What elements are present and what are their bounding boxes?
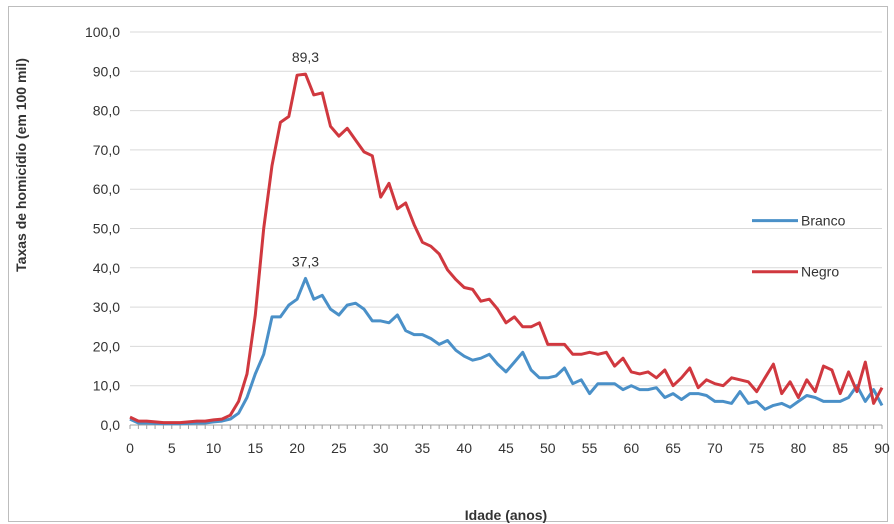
series-line-negro <box>129 72 884 425</box>
data-label: 37,3 <box>292 253 319 269</box>
y-tick-label: 0,0 <box>101 417 121 433</box>
x-tick-label: 45 <box>498 440 514 456</box>
y-tick-label: 40,0 <box>93 260 120 276</box>
x-tick-label: 70 <box>707 440 723 456</box>
y-tick-label: 100,0 <box>85 24 120 40</box>
x-tick-label: 55 <box>582 440 598 456</box>
y-axis-ticks: 0,0 10,0 20,0 30,0 40,0 50,0 60,0 70,0 80,0 90,0 1… <box>85 24 120 433</box>
x-tick-label: 15 <box>248 440 264 456</box>
data-label: 89,3 <box>292 49 319 65</box>
series-line-branco <box>129 276 884 426</box>
x-tick-label: 85 <box>832 440 848 456</box>
x-axis-title: Idade (anos) <box>465 507 547 523</box>
x-tick-label: 0 <box>126 440 134 456</box>
y-tick-label: 30,0 <box>93 299 120 315</box>
x-tick-label: 60 <box>624 440 640 456</box>
x-axis-ticks: 0 5 10 15 20 25 30 35 40 45 50 55 60 65 70 75 80 85 90 <box>126 440 890 456</box>
x-tick-label: 40 <box>456 440 472 456</box>
annotations: 89,3 37,3 <box>292 49 319 269</box>
x-tick-label: 10 <box>206 440 222 456</box>
x-tick-label: 65 <box>665 440 681 456</box>
x-tick-label: 20 <box>289 440 305 456</box>
x-tick-label: 25 <box>331 440 347 456</box>
legend-label: Branco <box>801 213 846 229</box>
chart-frame <box>8 6 888 522</box>
y-tick-label: 10,0 <box>93 378 120 394</box>
y-tick-label: 50,0 <box>93 221 120 237</box>
y-tick-label: 20,0 <box>93 338 120 354</box>
legend-label: Negro <box>801 264 839 280</box>
x-tick-label: 50 <box>540 440 556 456</box>
x-tick-label: 30 <box>373 440 389 456</box>
gridlines <box>129 31 883 429</box>
x-tick-label: 80 <box>791 440 807 456</box>
legend: Branco Negro <box>752 213 846 280</box>
y-tick-label: 60,0 <box>93 181 120 197</box>
x-tick-label: 35 <box>415 440 431 456</box>
y-tick-label: 90,0 <box>93 63 120 79</box>
x-tick-label: 90 <box>874 440 890 456</box>
x-tick-label: 75 <box>749 440 765 456</box>
y-axis-title: Taxas de homicídio (em 100 mil) <box>13 58 29 272</box>
y-tick-label: 80,0 <box>93 103 120 119</box>
series-lines <box>129 72 884 426</box>
y-tick-label: 70,0 <box>93 142 120 158</box>
x-tick-label: 5 <box>168 440 176 456</box>
